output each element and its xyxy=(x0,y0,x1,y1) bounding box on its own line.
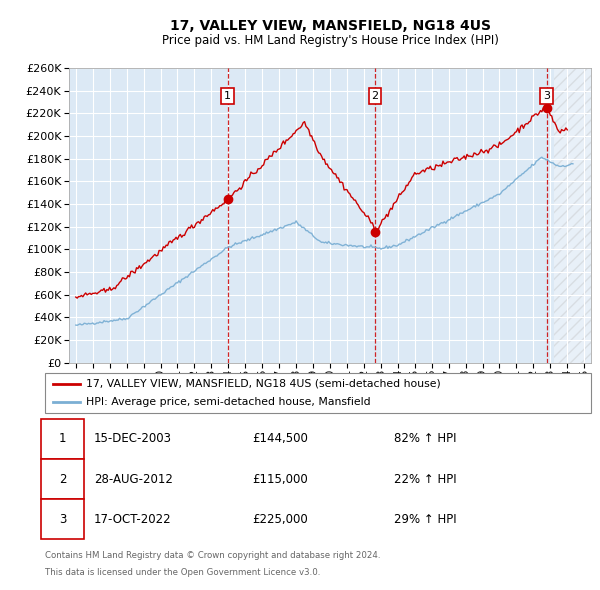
Text: 3: 3 xyxy=(59,513,66,526)
Text: 3: 3 xyxy=(543,91,550,101)
Text: 29% ↑ HPI: 29% ↑ HPI xyxy=(394,513,457,526)
Text: 22% ↑ HPI: 22% ↑ HPI xyxy=(394,473,457,486)
Text: 1: 1 xyxy=(224,91,231,101)
Text: Contains HM Land Registry data © Crown copyright and database right 2024.: Contains HM Land Registry data © Crown c… xyxy=(45,552,380,560)
Text: This data is licensed under the Open Government Licence v3.0.: This data is licensed under the Open Gov… xyxy=(45,568,320,577)
Text: 17, VALLEY VIEW, MANSFIELD, NG18 4US (semi-detached house): 17, VALLEY VIEW, MANSFIELD, NG18 4US (se… xyxy=(86,379,440,389)
FancyBboxPatch shape xyxy=(41,419,84,459)
Text: 28-AUG-2012: 28-AUG-2012 xyxy=(94,473,173,486)
FancyBboxPatch shape xyxy=(45,373,591,413)
Text: £225,000: £225,000 xyxy=(253,513,308,526)
Bar xyxy=(554,68,591,363)
Text: 2: 2 xyxy=(59,473,66,486)
Text: HPI: Average price, semi-detached house, Mansfield: HPI: Average price, semi-detached house,… xyxy=(86,397,371,407)
Text: Price paid vs. HM Land Registry's House Price Index (HPI): Price paid vs. HM Land Registry's House … xyxy=(161,34,499,47)
Text: 2: 2 xyxy=(371,91,379,101)
Text: £115,000: £115,000 xyxy=(253,473,308,486)
FancyBboxPatch shape xyxy=(41,499,84,539)
Text: 17, VALLEY VIEW, MANSFIELD, NG18 4US: 17, VALLEY VIEW, MANSFIELD, NG18 4US xyxy=(170,19,491,34)
Text: 1: 1 xyxy=(59,432,66,445)
Text: £144,500: £144,500 xyxy=(253,432,308,445)
Text: 82% ↑ HPI: 82% ↑ HPI xyxy=(394,432,457,445)
Text: 17-OCT-2022: 17-OCT-2022 xyxy=(94,513,172,526)
FancyBboxPatch shape xyxy=(41,459,84,499)
Text: 15-DEC-2003: 15-DEC-2003 xyxy=(94,432,172,445)
